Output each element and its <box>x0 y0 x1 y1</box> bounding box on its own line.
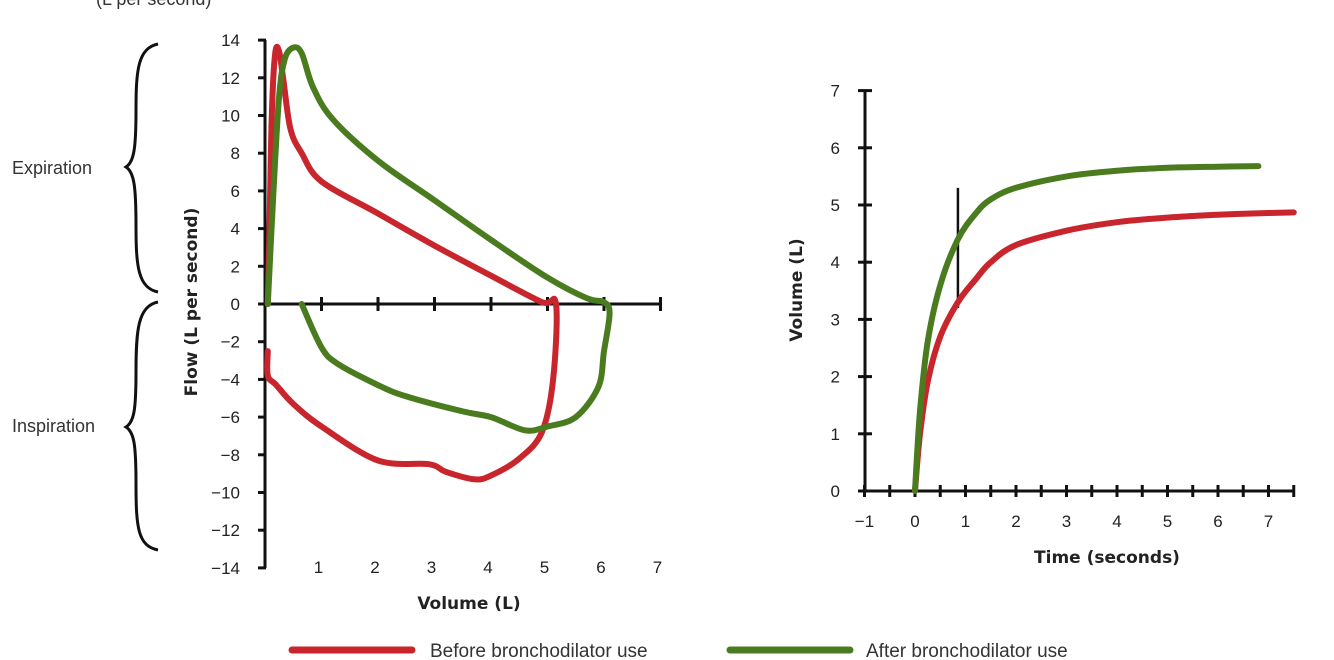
volume-time-chart: 0 1 2 3 4 5 6 7 −1 0 1 2 3 4 5 6 7 Time (seconds) Volume… <box>787 82 1297 568</box>
volume-time-y-tick-label: 0 <box>831 482 840 501</box>
legend: Before bronchodilator use After bronchod… <box>288 641 1068 660</box>
volume-time-series <box>912 163 1297 494</box>
flow-volume-x-tick-label: 2 <box>370 558 379 577</box>
volume-time-axes <box>858 89 1296 497</box>
flow-volume-y-tick-label: −8 <box>221 446 240 465</box>
inspiration-label: Inspiration <box>12 416 95 436</box>
flow-volume-y-tick-label: −14 <box>211 559 240 578</box>
flow-volume-y-tick-label: −4 <box>221 370 240 389</box>
volume-time-y-tick-label: 6 <box>831 139 840 158</box>
volume-time-x-tick-label: 1 <box>961 512 970 531</box>
volume-time-x-tick-label: 5 <box>1163 512 1172 531</box>
volume-time-x-tick-label: 0 <box>910 512 919 531</box>
flow-volume-chart: Expiration Inspiration 14121086420−2−4−6… <box>12 31 662 614</box>
flow-volume-x-axis-title: Volume (L) <box>417 594 520 614</box>
flow-volume-y-tick-label: −10 <box>211 484 240 503</box>
volume-time-x-tick-label: 6 <box>1213 512 1222 531</box>
volume-time-y-tick-label: 3 <box>831 310 840 329</box>
volume-time-y-tick-label: 4 <box>831 253 840 272</box>
flow-volume-x-tick-label: 5 <box>540 558 549 577</box>
flow-volume-series <box>264 43 613 483</box>
flow-volume-y-tick-label: −12 <box>211 521 240 540</box>
flow-volume-x-tick-label: 7 <box>653 558 662 577</box>
flow-volume-y-tick-label: 12 <box>221 69 240 88</box>
volume-time-y-tick-label: 1 <box>831 425 840 444</box>
flow-volume-y-tick-label: 0 <box>231 295 240 314</box>
volume-time-after-line <box>912 163 1262 494</box>
flow-volume-x-tick-label: 3 <box>427 558 436 577</box>
volume-time-y-axis-title: Volume (L) <box>787 238 807 341</box>
volume-time-y-tick-label: 2 <box>831 368 840 387</box>
flow-volume-x-tick-label: 6 <box>596 558 605 577</box>
volume-time-tick-labels: 0 1 2 3 4 5 6 7 −1 0 1 2 3 4 5 6 7 <box>831 82 1274 531</box>
flow-volume-after-line <box>264 44 613 434</box>
flow-volume-y-tick-label: 4 <box>231 220 240 239</box>
flow-volume-y-tick-label: 6 <box>231 182 240 201</box>
flow-volume-y-tick-label: 2 <box>231 257 240 276</box>
expiration-brace <box>123 42 159 294</box>
volume-time-y-tick-label: 7 <box>831 82 840 101</box>
flow-volume-before-line <box>264 43 560 483</box>
inspiration-brace <box>123 300 159 552</box>
flow-volume-y-tick-label: −6 <box>221 408 240 427</box>
flow-volume-y-tick-label: −2 <box>221 333 240 352</box>
volume-time-x-tick-label: 3 <box>1062 512 1071 531</box>
volume-time-before-line <box>912 209 1297 494</box>
flow-volume-y-tick-label: 10 <box>221 107 240 126</box>
expiration-label: Expiration <box>12 158 92 178</box>
brace-annotations: Expiration Inspiration <box>12 42 159 552</box>
legend-before-label: Before bronchodilator use <box>430 641 648 660</box>
legend-after-label: After bronchodilator use <box>866 641 1068 660</box>
flow-volume-x-tick-label: 4 <box>483 558 492 577</box>
top-label-fragment: (L per second) <box>96 0 211 9</box>
volume-time-x-axis-title: Time (seconds) <box>1034 548 1180 568</box>
flow-volume-y-tick-label: 8 <box>231 144 240 163</box>
volume-time-x-tick-label: 2 <box>1011 512 1020 531</box>
flow-volume-x-tick-label: 1 <box>314 558 323 577</box>
flow-volume-axes <box>258 38 662 570</box>
volume-time-x-tick-label: 4 <box>1112 512 1121 531</box>
volume-time-x-tick-label: −1 <box>855 512 874 531</box>
volume-time-x-tick-label: 7 <box>1264 512 1273 531</box>
volume-time-y-tick-label: 5 <box>831 196 840 215</box>
flow-volume-y-tick-label: 14 <box>221 31 240 50</box>
flow-volume-y-axis-title: Flow (L per second) <box>182 208 202 397</box>
